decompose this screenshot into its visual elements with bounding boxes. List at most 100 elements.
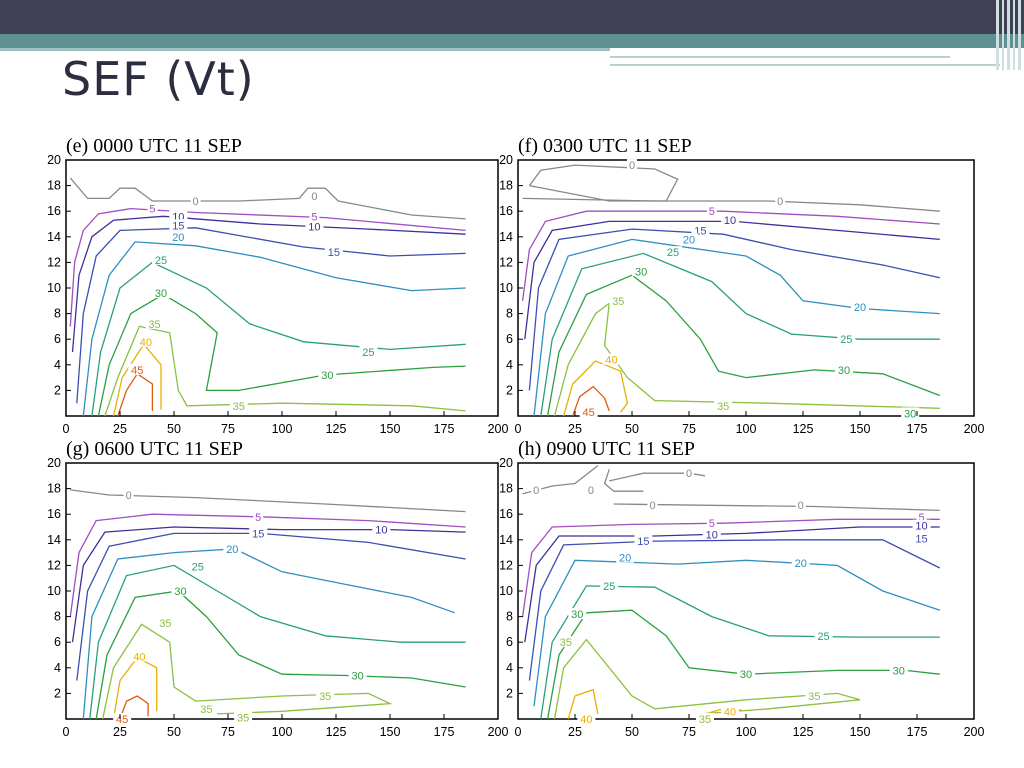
contour-line [528,228,940,391]
contour-label-bg [348,669,367,681]
contour-line [76,532,466,681]
contour-label-bg [249,527,268,539]
contour-label: 5 [918,512,924,524]
contour-label-bg [123,489,134,500]
contour-label: 35 [699,714,711,726]
contour-label: 10 [706,530,718,542]
contour-label: 0 [798,500,804,512]
contour-panel-3: 0 5 10 15 20 25 30 30 35 35 35 35 40 45 0 25 50 75 100 125 1… [47,438,508,739]
contour-label: 20 [795,558,807,570]
contour-label-bg [684,467,694,479]
y-tick-label: 20 [47,153,61,167]
x-tick-label: 200 [964,725,985,739]
contour-label: 25 [192,562,204,574]
contour-label-bg [156,617,175,628]
x-tick-label: 200 [488,422,509,436]
x-tick-label: 100 [272,725,293,739]
accent-line-2 [610,64,1000,66]
contour-label-bg [531,483,542,495]
contour-line [524,220,940,340]
y-tick-label: 14 [47,533,61,547]
contour-line [540,585,940,720]
y-tick-label: 12 [499,558,513,572]
slide-title: SEF (Vt) [62,52,255,106]
contour-line [76,227,466,404]
contour-label-bg [721,214,740,226]
contour-label-bg [616,551,635,563]
contour-label: 0 [629,160,635,172]
contour-label: 15 [172,220,184,232]
contour-label: 25 [667,247,679,259]
x-tick-label: 75 [221,725,235,739]
contour-label: 0 [311,191,317,203]
y-tick-label: 14 [499,533,513,547]
y-tick-label: 8 [54,307,61,321]
contour-label: 35 [237,713,249,725]
contour-label-bg [568,608,587,620]
y-tick-label: 20 [499,153,513,167]
contour-line [119,695,149,720]
contour-label-bg [791,556,810,568]
contour-label-bg [359,346,378,357]
contour-label-bg [171,585,190,596]
y-tick-label: 4 [54,358,61,372]
y-tick-label: 2 [506,686,513,700]
x-tick-label: 75 [682,725,696,739]
contour-label: 30 [904,408,916,420]
contour-label: 0 [126,490,132,502]
contour-label-bg [309,210,320,222]
contour-label: 25 [603,581,615,593]
y-tick-label: 12 [47,558,61,572]
contour-label-bg [632,265,651,277]
contour-label: 25 [362,347,374,359]
contour-label-bg [795,499,806,511]
contour-label-bg [835,363,854,375]
contour-label-bg [169,230,188,242]
contour-line [521,518,940,617]
contour-line [572,385,610,417]
y-tick-label: 8 [54,610,61,624]
contour-label-bg [152,253,171,265]
contour-label-bg [169,210,188,222]
y-tick-label: 2 [54,686,61,700]
contour-line [522,197,940,212]
x-tick-label: 0 [63,725,70,739]
contour-label-bg [579,406,598,418]
x-tick-label: 125 [793,725,814,739]
y-tick-label: 14 [47,230,61,244]
contour-line [71,215,466,353]
y-tick-label: 6 [54,635,61,649]
contour-label: 35 [159,618,171,630]
contour-label: 5 [709,518,715,530]
y-tick-label: 16 [47,507,61,521]
contour-line [540,252,940,417]
contour-label-bg [814,629,833,641]
y-tick-label: 18 [47,482,61,496]
contour-label-bg [169,219,188,231]
y-tick-label: 18 [499,482,513,496]
y-tick-label: 8 [506,307,513,321]
contour-line [528,164,679,202]
contour-line [89,564,466,720]
contour-label: 10 [915,521,927,533]
contour-label-bg [634,535,653,547]
contour-label-bg [851,301,869,313]
x-tick-label: 0 [63,422,70,436]
contour-label: 45 [116,714,128,726]
x-tick-label: 200 [964,422,985,436]
y-tick-label: 6 [506,635,513,649]
contour-label: 40 [724,706,736,718]
contour-label-bg [318,369,337,381]
x-tick-label: 50 [167,422,181,436]
contour-label-bg [627,159,637,171]
contour-label-bg [316,689,335,701]
y-tick-label: 18 [47,179,61,193]
contour-label-bg [916,510,927,522]
x-tick-label: 100 [736,725,757,739]
contour-label: 30 [635,266,647,278]
x-tick-label: 75 [682,422,696,436]
contour-label-bg [889,664,908,676]
